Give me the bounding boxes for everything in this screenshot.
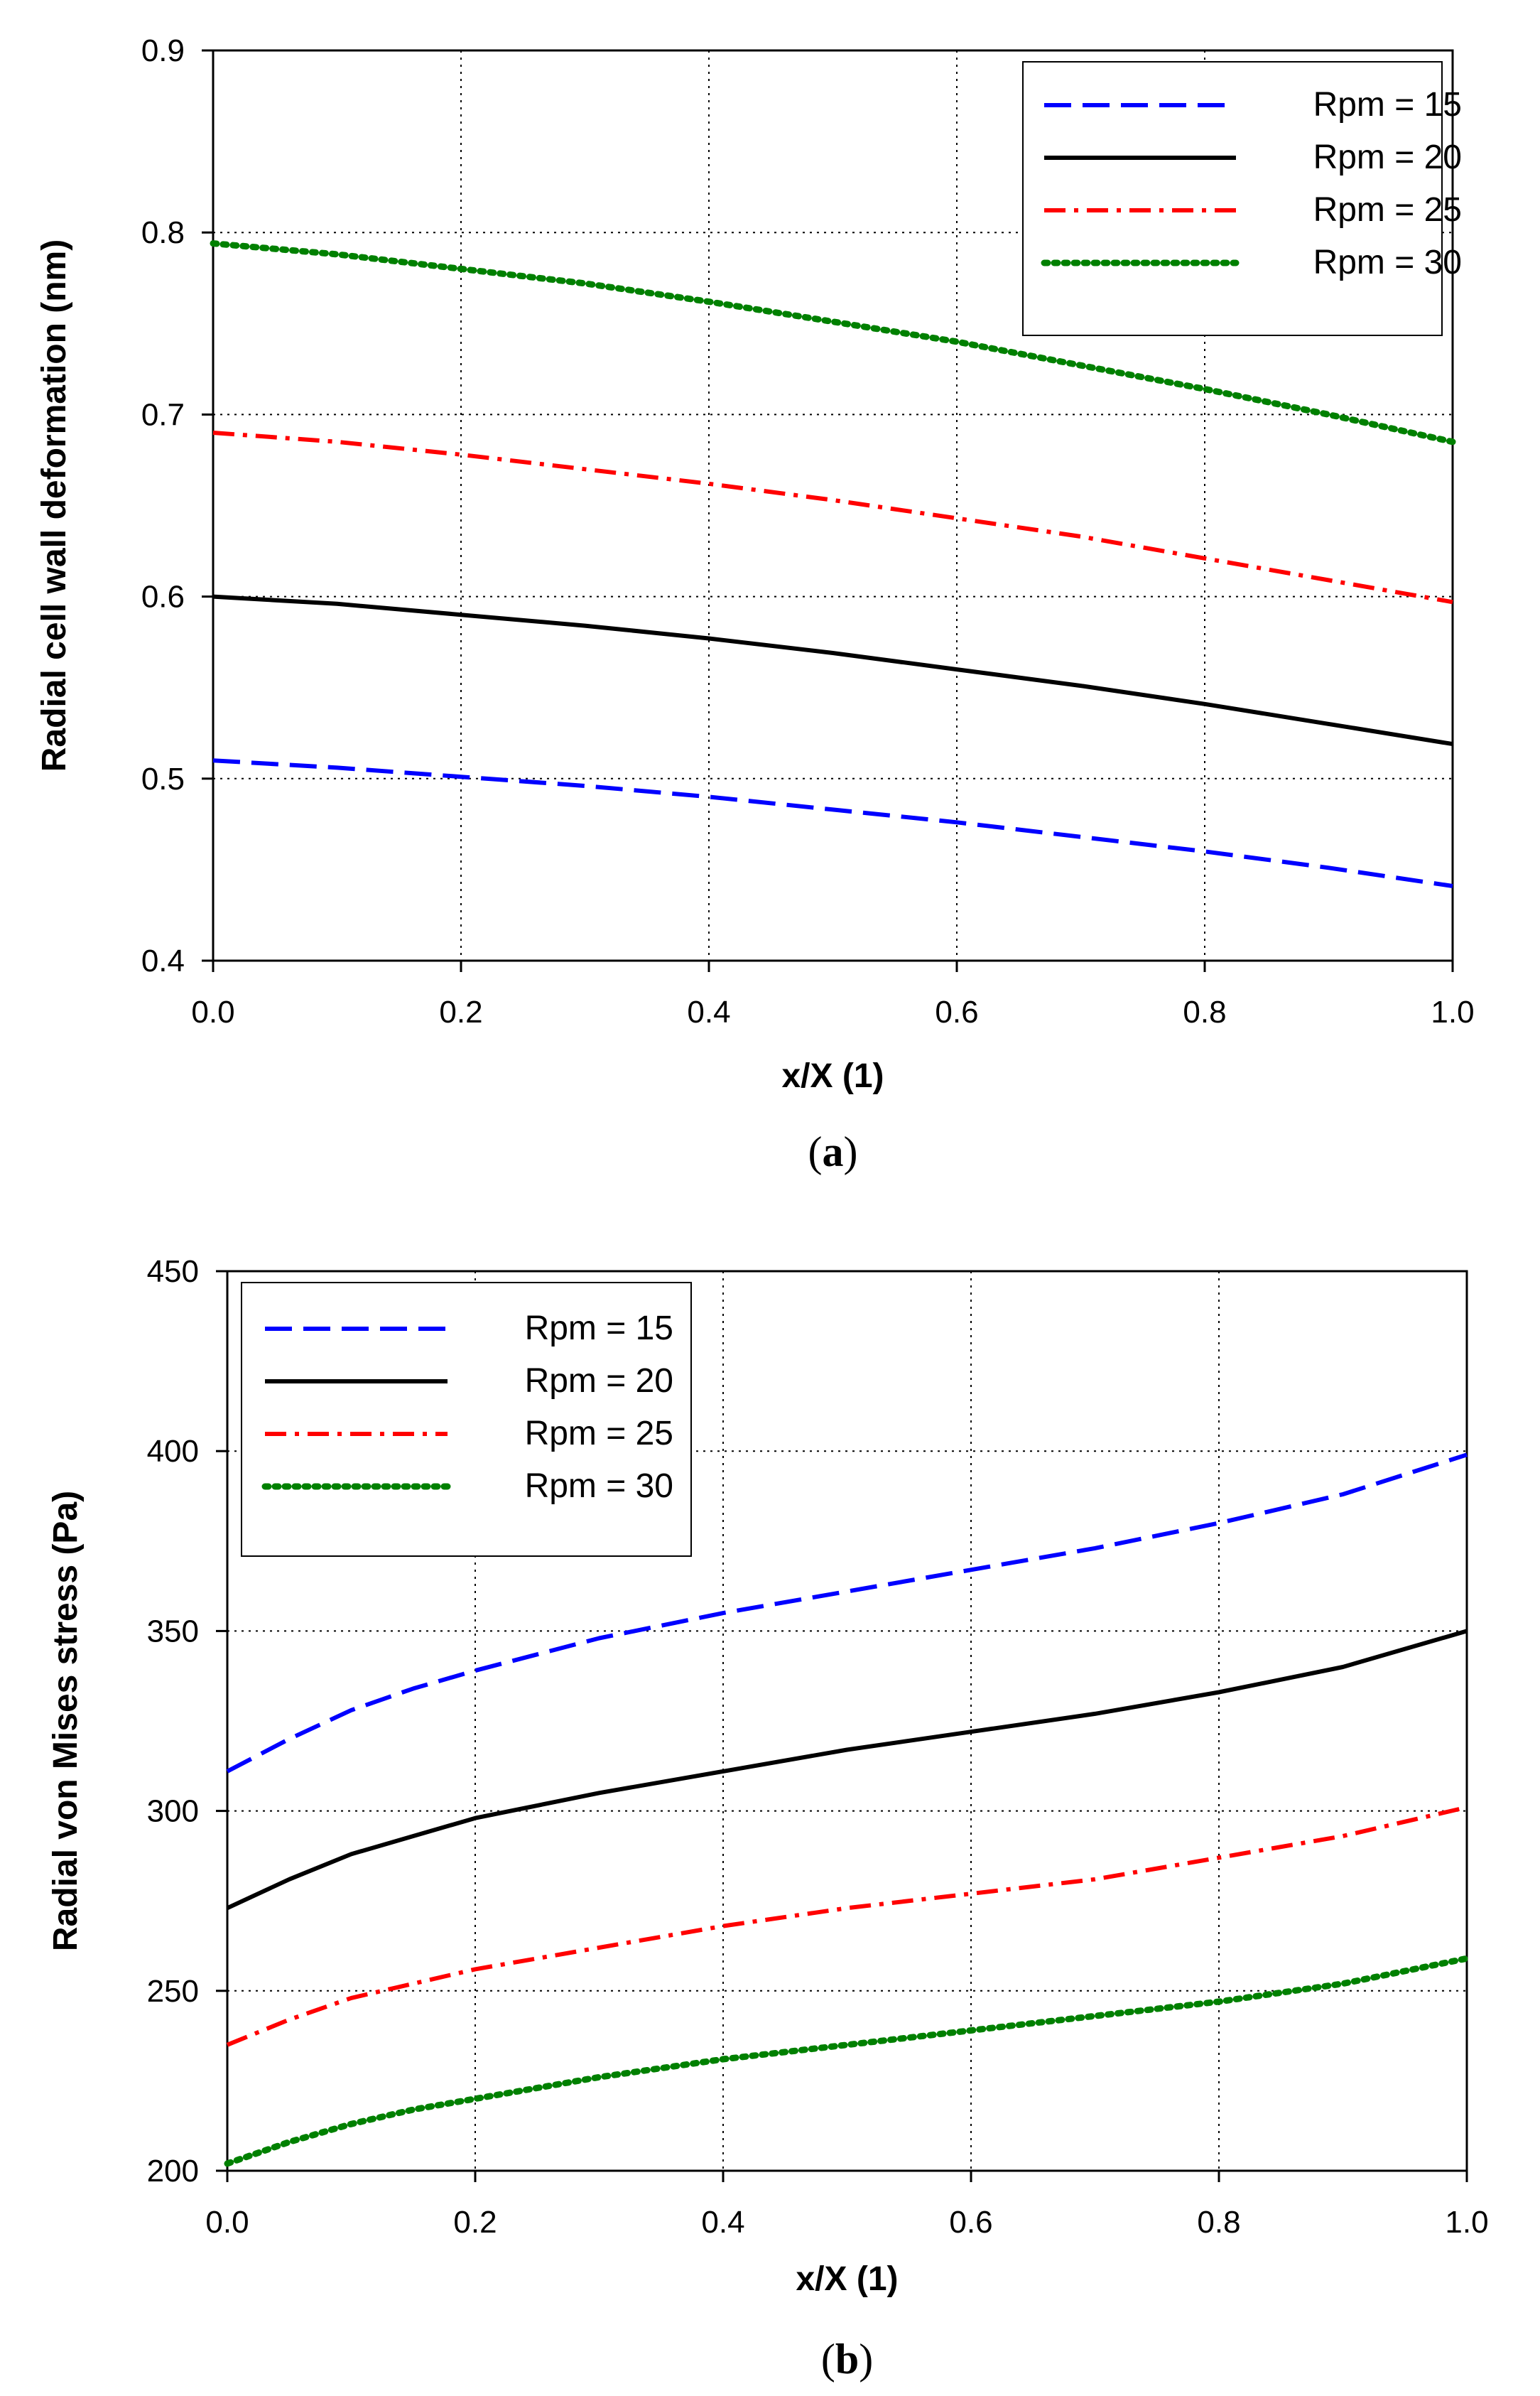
legend-label: Rpm = 15 <box>1313 86 1462 124</box>
caption-letter: b <box>835 2336 859 2382</box>
x-tick-label: 0.4 <box>687 995 730 1030</box>
legend-label: Rpm = 20 <box>1313 139 1462 176</box>
plot-frame <box>212 49 1454 962</box>
x-tick-label: 0.2 <box>439 995 482 1030</box>
series-line-rpm-20 <box>226 1629 1468 1911</box>
y-tick-label: 0.9 <box>141 33 185 68</box>
y-tick-label: 200 <box>147 2154 199 2189</box>
y-tick-label: 0.5 <box>141 762 185 797</box>
series-line-rpm-25 <box>226 1805 1468 2047</box>
legend-label: Rpm = 30 <box>525 1467 673 1505</box>
y-tick-label: 450 <box>147 1254 199 1289</box>
x-tick-label: 0.6 <box>935 995 978 1030</box>
x-tick-label: 0.2 <box>453 2205 497 2240</box>
y-tick-label: 300 <box>147 1794 199 1829</box>
chart-panel-a: 0.0 0.2 0.4 0.6 0.8 1.0 0.4 0.5 0.6 0.7 0.8 0.9 x/X … <box>36 33 1475 1175</box>
y-tick-label: 0.6 <box>141 580 185 615</box>
y-tick-label: 400 <box>147 1434 199 1469</box>
legend-label: Rpm = 15 <box>525 1310 673 1347</box>
y-tick-label: 250 <box>147 1974 199 2009</box>
x-tick-label: 0.0 <box>191 995 234 1030</box>
series-line-rpm-15 <box>226 1452 1468 1774</box>
series-line-rpm-15 <box>212 758 1453 888</box>
y-tick-label: 0.7 <box>141 397 185 432</box>
x-tick-label: 0.8 <box>1183 995 1226 1030</box>
x-tick-label: 1.0 <box>1445 2205 1488 2240</box>
chart-panel-b: 0.0 0.2 0.4 0.6 0.8 1.0 200 250 300 350 400 450 x/X … <box>47 1254 1489 2382</box>
x-tick-label: 0.8 <box>1197 2205 1240 2240</box>
legend-label: Rpm = 25 <box>1313 191 1462 229</box>
y-tick-label: 350 <box>147 1614 199 1648</box>
caption-letter: a <box>823 1128 844 1175</box>
x-tick-label: 1.0 <box>1431 995 1474 1030</box>
series-line-rpm-20 <box>212 594 1453 747</box>
series-line-rpm-25 <box>212 431 1453 605</box>
y-axis-label: Radial von Mises stress (Pa) <box>47 1491 85 1951</box>
y-axis-label: Radial cell wall deformation (nm) <box>36 239 73 772</box>
legend-box <box>1022 61 1443 336</box>
legend-label: Rpm = 30 <box>1313 244 1462 281</box>
legend-label: Rpm = 20 <box>525 1362 673 1400</box>
caption-close: ) <box>844 1128 858 1175</box>
legend-label: Rpm = 25 <box>525 1415 673 1452</box>
x-tick-label: 0.0 <box>205 2205 249 2240</box>
x-tick-label: 0.4 <box>701 2205 744 2240</box>
plot-frame <box>226 1270 1468 2172</box>
caption-open: ( <box>808 1128 823 1175</box>
legend: Rpm = 15 Rpm = 20 Rpm = 25 Rpm = 30 <box>1022 61 1462 336</box>
series-line-rpm-30 <box>210 240 1456 446</box>
series-line-rpm-30 <box>224 1955 1470 2167</box>
caption-close: ) <box>859 2336 873 2382</box>
y-tick-label: 0.4 <box>141 944 185 978</box>
x-axis-label: x/X (1) <box>781 1057 884 1095</box>
legend: Rpm = 15 Rpm = 20 Rpm = 25 Rpm = 30 <box>241 1282 692 1557</box>
panel-caption: (a) <box>808 1128 858 1175</box>
y-tick-label: 0.8 <box>141 215 185 250</box>
x-axis-label: x/X (1) <box>796 2260 898 2298</box>
x-tick-label: 0.6 <box>949 2205 992 2240</box>
panel-caption: (b) <box>821 2336 873 2382</box>
caption-open: ( <box>821 2336 835 2382</box>
